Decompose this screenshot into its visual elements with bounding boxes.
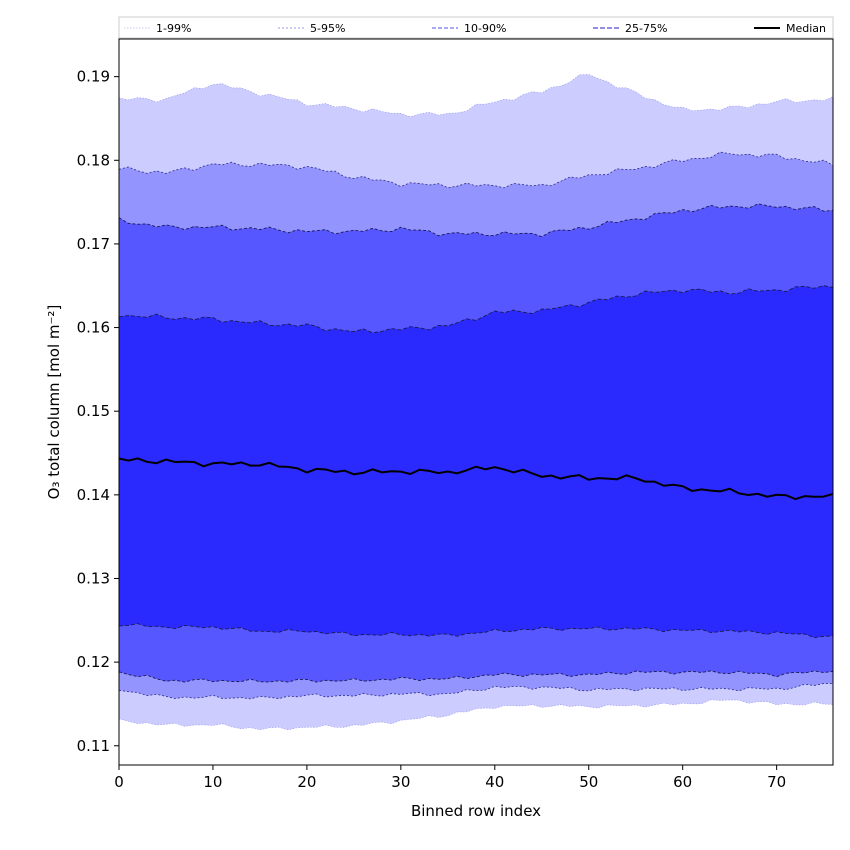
x-tick-label: 70 <box>767 773 786 791</box>
band-edge-5-95%-lower <box>118 683 834 700</box>
band-edge-10-90%-lower <box>118 670 834 683</box>
legend-label: 1-99% <box>156 22 191 35</box>
x-tick-label: 40 <box>485 773 504 791</box>
legend-box <box>118 16 834 39</box>
y-tick-label: 0.19 <box>77 68 110 86</box>
band-edge-25-75%-upper <box>118 285 834 334</box>
band-edge-25-75%-lower <box>118 623 834 639</box>
y-tick-label: 0.14 <box>77 486 110 504</box>
band-edge-1-99%-lower <box>118 699 834 731</box>
median-line <box>118 457 834 501</box>
y-tick-label: 0.11 <box>77 737 110 755</box>
y-tick-label: 0.12 <box>77 653 110 671</box>
y-tick-label: 0.18 <box>77 151 110 169</box>
band-25-75% <box>119 285 833 638</box>
percentile-band-edges <box>118 74 834 731</box>
x-tick-label: 60 <box>673 773 692 791</box>
x-tick-label: 10 <box>203 773 222 791</box>
legend-label: 10-90% <box>464 22 506 35</box>
legend: 1-99% 5-95% 10-90% 25-75% Median <box>118 16 834 39</box>
y-axis-label: O₃ total column [mol m⁻²] <box>45 305 63 500</box>
x-axis-ticks: 0 10 20 30 40 50 60 70 <box>114 765 786 791</box>
y-tick-label: 0.16 <box>77 319 110 337</box>
x-axis-label: Binned row index <box>411 802 541 820</box>
y-tick-label: 0.15 <box>77 402 110 420</box>
x-tick-label: 50 <box>579 773 598 791</box>
y-tick-label: 0.13 <box>77 569 110 587</box>
y-axis-ticks: 0.11 0.12 0.13 0.14 0.15 0.16 0.17 0.18 0.19 <box>77 68 119 755</box>
percentile-bands <box>119 74 833 730</box>
legend-label: 5-95% <box>310 22 345 35</box>
plot-frame <box>118 38 834 766</box>
x-tick-label: 20 <box>297 773 316 791</box>
legend-label: 25-75% <box>625 22 667 35</box>
x-tick-label: 0 <box>114 773 124 791</box>
y-tick-label: 0.17 <box>77 235 110 253</box>
band-edge-5-95%-upper <box>118 151 834 189</box>
legend-label: Median <box>786 22 826 35</box>
x-tick-label: 30 <box>391 773 410 791</box>
